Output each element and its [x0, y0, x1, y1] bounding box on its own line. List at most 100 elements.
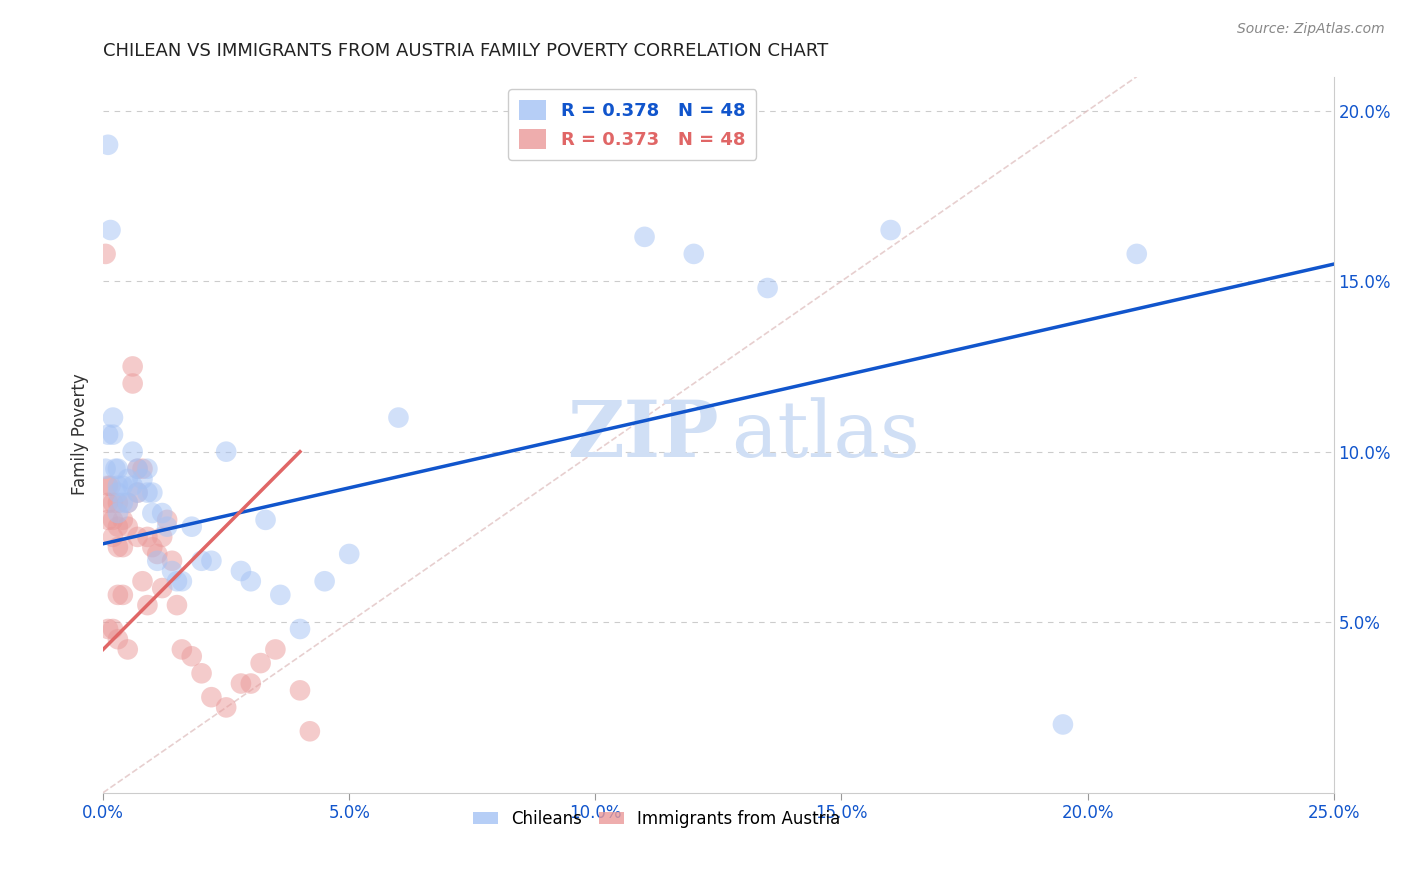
Y-axis label: Family Poverty: Family Poverty	[72, 374, 89, 495]
Point	[121, 479, 143, 493]
Point	[97, 427, 120, 442]
Point	[107, 496, 129, 510]
Point	[150, 506, 173, 520]
Point	[156, 519, 179, 533]
Point	[101, 622, 124, 636]
Text: ZIP: ZIP	[567, 397, 718, 473]
Point	[117, 496, 139, 510]
Point	[94, 247, 117, 261]
Point	[1126, 247, 1149, 261]
Point	[97, 496, 120, 510]
Point	[180, 649, 202, 664]
Text: Source: ZipAtlas.com: Source: ZipAtlas.com	[1237, 22, 1385, 37]
Point	[121, 376, 143, 391]
Point	[127, 530, 149, 544]
Point	[288, 683, 311, 698]
Point	[111, 513, 134, 527]
Point	[101, 513, 124, 527]
Point	[131, 472, 153, 486]
Point	[200, 554, 222, 568]
Point	[387, 410, 409, 425]
Point	[190, 666, 212, 681]
Point	[117, 496, 139, 510]
Point	[101, 496, 124, 510]
Point	[111, 540, 134, 554]
Point	[180, 519, 202, 533]
Point	[104, 461, 127, 475]
Point	[107, 519, 129, 533]
Point	[269, 588, 291, 602]
Point	[127, 485, 149, 500]
Point	[131, 574, 153, 589]
Point	[160, 564, 183, 578]
Point	[264, 642, 287, 657]
Point	[101, 530, 124, 544]
Point	[229, 676, 252, 690]
Point	[229, 564, 252, 578]
Point	[111, 588, 134, 602]
Point	[107, 588, 129, 602]
Point	[97, 622, 120, 636]
Point	[249, 656, 271, 670]
Point	[131, 461, 153, 475]
Point	[879, 223, 901, 237]
Point	[633, 230, 655, 244]
Point	[166, 598, 188, 612]
Point	[107, 479, 129, 493]
Point	[146, 554, 169, 568]
Point	[150, 581, 173, 595]
Point	[107, 506, 129, 520]
Point	[107, 485, 129, 500]
Point	[239, 574, 262, 589]
Point	[141, 506, 163, 520]
Point	[136, 485, 159, 500]
Point	[254, 513, 277, 527]
Point	[160, 554, 183, 568]
Point	[101, 410, 124, 425]
Text: atlas: atlas	[731, 397, 920, 473]
Point	[97, 137, 120, 152]
Point	[107, 540, 129, 554]
Point	[136, 461, 159, 475]
Point	[100, 223, 122, 237]
Point	[94, 461, 117, 475]
Point	[190, 554, 212, 568]
Point	[127, 461, 149, 475]
Point	[97, 479, 120, 493]
Point	[97, 513, 120, 527]
Point	[146, 547, 169, 561]
Point	[756, 281, 779, 295]
Text: CHILEAN VS IMMIGRANTS FROM AUSTRIA FAMILY POVERTY CORRELATION CHART: CHILEAN VS IMMIGRANTS FROM AUSTRIA FAMIL…	[103, 42, 828, 60]
Point	[136, 598, 159, 612]
Point	[121, 444, 143, 458]
Point	[117, 642, 139, 657]
Point	[117, 472, 139, 486]
Point	[166, 574, 188, 589]
Point	[107, 632, 129, 647]
Point	[150, 530, 173, 544]
Point	[100, 479, 122, 493]
Point	[127, 485, 149, 500]
Point	[111, 496, 134, 510]
Point	[141, 540, 163, 554]
Point	[200, 690, 222, 705]
Point	[1052, 717, 1074, 731]
Point	[239, 676, 262, 690]
Point	[298, 724, 321, 739]
Point	[288, 622, 311, 636]
Legend: Chileans, Immigrants from Austria: Chileans, Immigrants from Austria	[467, 803, 848, 834]
Point	[337, 547, 360, 561]
Point	[117, 519, 139, 533]
Point	[215, 444, 238, 458]
Point	[314, 574, 336, 589]
Point	[170, 574, 193, 589]
Point	[101, 427, 124, 442]
Point	[170, 642, 193, 657]
Point	[215, 700, 238, 714]
Point	[141, 485, 163, 500]
Point	[127, 461, 149, 475]
Point	[136, 530, 159, 544]
Point	[111, 479, 134, 493]
Point	[682, 247, 704, 261]
Point	[156, 513, 179, 527]
